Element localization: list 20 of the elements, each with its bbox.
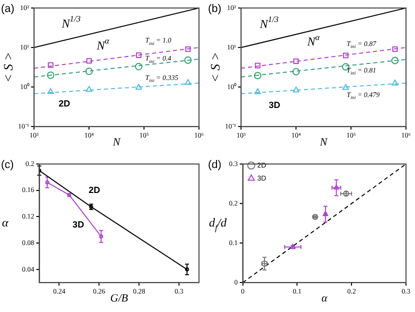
point — [334, 184, 340, 190]
annotation: 3D — [72, 219, 85, 230]
annotation: 3D — [268, 100, 281, 110]
x-axis-title: α — [321, 292, 328, 304]
y-axis-title: < S > — [207, 52, 222, 83]
y-axis-title: < S > — [0, 52, 16, 83]
y-axis-title: α — [2, 215, 9, 230]
x-axis-title: N — [112, 136, 121, 148]
x-axis-title: G/B — [110, 292, 128, 304]
annotation: 2D — [58, 98, 71, 109]
point — [99, 234, 104, 238]
x-axis-title: N — [318, 136, 328, 148]
annotation: 2D — [88, 184, 101, 195]
chart-title: (d) — [208, 159, 222, 172]
chart-title: (c) — [1, 159, 14, 172]
point — [322, 211, 328, 216]
point — [185, 267, 190, 272]
point — [45, 180, 50, 184]
chart-title: (b) — [208, 3, 222, 16]
chart-title: (a) — [1, 3, 14, 16]
